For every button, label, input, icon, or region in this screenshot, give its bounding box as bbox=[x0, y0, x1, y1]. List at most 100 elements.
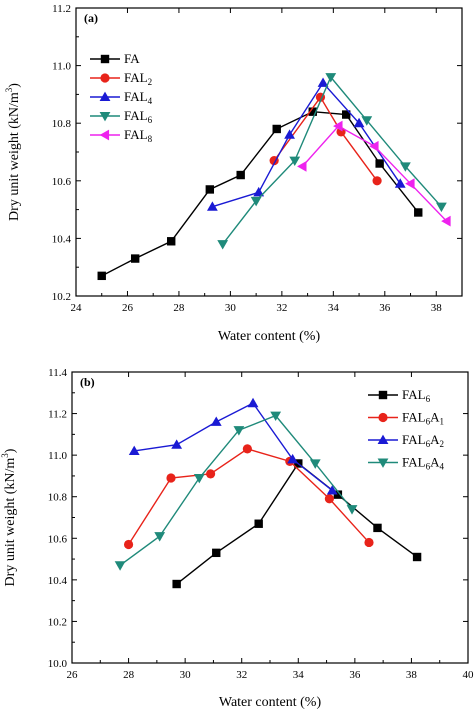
data-point bbox=[372, 176, 382, 186]
series-FAL6A1 bbox=[123, 444, 374, 550]
y-tick-label: 11.4 bbox=[48, 367, 67, 379]
y-tick-label: 11.2 bbox=[52, 3, 71, 15]
y-tick-label: 10.8 bbox=[48, 492, 68, 504]
data-point bbox=[236, 170, 245, 180]
legend-item-FA: FA bbox=[90, 51, 140, 66]
data-point bbox=[317, 77, 329, 87]
legend-label: FAL6 bbox=[402, 387, 431, 404]
data-point bbox=[206, 201, 218, 211]
legend-item-FAL6: FAL6 bbox=[368, 387, 431, 404]
data-point bbox=[333, 490, 343, 499]
legend-item-FAL8: FAL8 bbox=[90, 127, 153, 144]
x-axis-label: Water content (%) bbox=[218, 329, 321, 344]
legend-label: FAL6A4 bbox=[402, 455, 445, 472]
data-point bbox=[242, 444, 252, 454]
x-tick-label: 24 bbox=[71, 302, 83, 314]
legend-label: FAL8 bbox=[124, 127, 153, 144]
data-point bbox=[154, 532, 166, 542]
x-tick-label: 32 bbox=[276, 302, 287, 314]
data-point bbox=[289, 156, 301, 167]
y-tick-label: 10.2 bbox=[52, 291, 71, 303]
x-tick-label: 30 bbox=[225, 302, 237, 314]
x-tick-label: 28 bbox=[173, 302, 185, 314]
legend-marker bbox=[377, 434, 389, 445]
data-point bbox=[441, 215, 451, 227]
legend-marker bbox=[99, 111, 111, 122]
data-point bbox=[361, 116, 373, 126]
x-tick-label: 38 bbox=[406, 669, 418, 681]
data-point bbox=[333, 120, 343, 132]
legend-item-FAL2: FAL2 bbox=[90, 70, 152, 87]
legend-label: FAL2 bbox=[124, 70, 152, 87]
y-axis-label: Dry unit weight (kN/m3) bbox=[4, 83, 22, 221]
data-point bbox=[130, 254, 140, 263]
legend-item-FAL6: FAL6 bbox=[90, 108, 153, 125]
chart-panel-2: 26 28 30 32 34 36 38 40 10.0 10.2 10.4 10.6 10.8 11.0… bbox=[0, 367, 474, 710]
series-line bbox=[222, 75, 442, 245]
data-point bbox=[394, 178, 406, 188]
legend-item-FAL4: FAL4 bbox=[90, 89, 153, 106]
data-point bbox=[353, 117, 365, 128]
series-FAL6 bbox=[217, 73, 447, 250]
data-point bbox=[217, 240, 229, 250]
y-tick-label: 10.2 bbox=[48, 616, 67, 628]
x-tick-label: 34 bbox=[293, 669, 305, 681]
legend-marker bbox=[378, 390, 388, 400]
legend-marker bbox=[99, 129, 110, 141]
data-point bbox=[324, 494, 334, 504]
legend-label: FAL6A1 bbox=[402, 410, 444, 427]
data-point bbox=[171, 439, 183, 449]
data-point bbox=[405, 178, 415, 190]
legend-item-FAL6A2: FAL6A2 bbox=[368, 432, 444, 449]
data-point bbox=[364, 537, 374, 548]
data-point bbox=[412, 552, 422, 562]
data-point bbox=[297, 161, 307, 172]
data-point bbox=[399, 162, 411, 172]
series-line bbox=[301, 125, 448, 222]
series-line bbox=[273, 96, 378, 182]
data-point bbox=[373, 523, 382, 533]
data-point bbox=[167, 237, 176, 246]
series-line bbox=[134, 402, 333, 492]
x-tick-label: 30 bbox=[180, 669, 192, 681]
x-tick-label: 36 bbox=[379, 302, 391, 314]
series-line bbox=[119, 414, 353, 566]
y-tick-label: 10.6 bbox=[48, 533, 68, 545]
x-tick-label: 36 bbox=[349, 669, 361, 681]
legend-label: FAL4 bbox=[124, 89, 153, 106]
y-tick-label: 11.0 bbox=[52, 61, 71, 73]
legend-item-FAL6A4: FAL6A4 bbox=[368, 455, 445, 472]
data-point bbox=[375, 159, 384, 168]
data-point bbox=[287, 453, 299, 464]
x-tick-label: 34 bbox=[328, 302, 340, 314]
data-point bbox=[210, 416, 222, 426]
data-point bbox=[325, 73, 337, 83]
data-point bbox=[309, 459, 321, 469]
x-tick-label: 26 bbox=[67, 669, 79, 681]
y-tick-label: 11.0 bbox=[48, 450, 67, 462]
data-point bbox=[114, 561, 126, 571]
y-tick-label: 10.6 bbox=[52, 176, 72, 188]
data-point bbox=[97, 271, 106, 281]
y-axis-label: Dry unit weight (kN/m3) bbox=[0, 448, 18, 586]
y-tick-label: 10.8 bbox=[52, 118, 72, 130]
data-point bbox=[172, 579, 181, 589]
x-tick-label: 38 bbox=[431, 302, 443, 314]
legend-marker bbox=[100, 73, 110, 83]
y-tick-label: 10.4 bbox=[48, 575, 68, 587]
series-line bbox=[212, 81, 401, 208]
legend-marker bbox=[99, 91, 111, 102]
legend-item-FAL6A1: FAL6A1 bbox=[368, 410, 444, 427]
data-point bbox=[233, 426, 245, 436]
data-point bbox=[166, 473, 176, 483]
data-point bbox=[270, 411, 282, 422]
x-tick-label: 26 bbox=[122, 302, 134, 314]
data-point bbox=[326, 485, 338, 495]
x-axis-label: Water content (%) bbox=[219, 695, 322, 710]
data-point bbox=[342, 110, 351, 119]
series-FAL6A4 bbox=[114, 411, 358, 571]
data-point bbox=[123, 539, 134, 550]
y-tick-label: 10.4 bbox=[52, 233, 72, 245]
data-point bbox=[193, 473, 205, 484]
